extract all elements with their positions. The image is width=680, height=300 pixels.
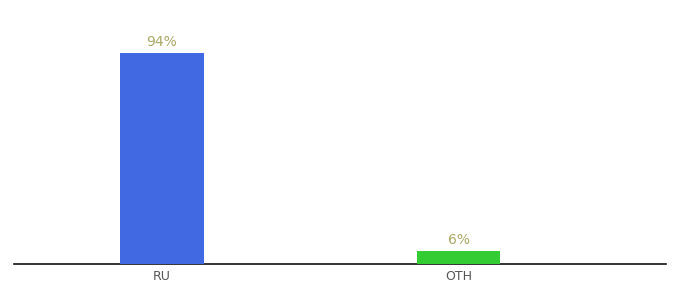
Text: 94%: 94% bbox=[147, 35, 177, 49]
Bar bbox=[120, 52, 203, 264]
Text: 6%: 6% bbox=[447, 233, 470, 247]
Bar bbox=[417, 250, 500, 264]
